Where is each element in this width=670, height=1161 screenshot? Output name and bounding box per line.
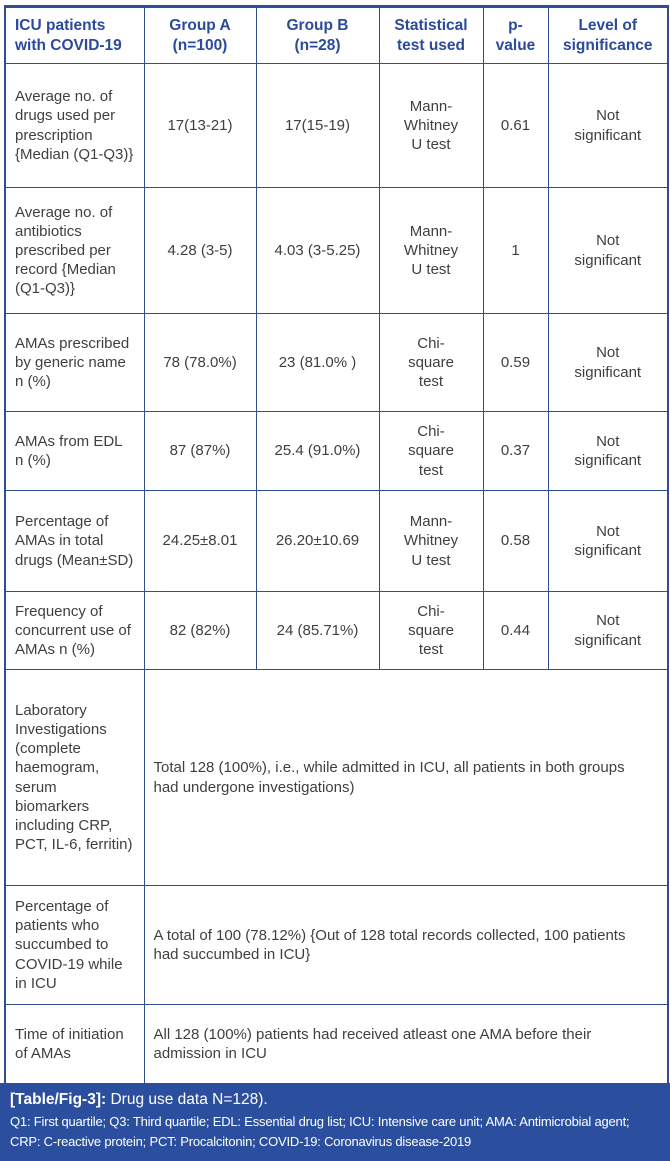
caption-text: Drug use data N=128).	[110, 1091, 268, 1108]
table-row: Frequency of concurrent use of AMAs n (%…	[4, 591, 669, 670]
group-b-value: 24 (85.71%)	[255, 591, 380, 670]
group-a-value: 24.25±8.01	[143, 490, 257, 592]
statistical-test-value: Mann-Whitney U test	[378, 490, 484, 592]
group-a-value: 17(13-21)	[143, 63, 257, 188]
p-value: 1	[482, 187, 549, 314]
table-row: AMAs prescribed by generic name n (%) 78…	[4, 313, 669, 412]
table-row: AMAs from EDL n (%) 87 (87%) 25.4 (91.0%…	[4, 411, 669, 491]
significance-value: Not significant	[547, 63, 669, 188]
row-label: Percentage of AMAs in total drugs (Mean±…	[4, 490, 145, 592]
p-value: 0.61	[482, 63, 549, 188]
group-a-value: 87 (87%)	[143, 411, 257, 491]
significance-text: Not significant	[574, 522, 642, 559]
p-value: 0.58	[482, 490, 549, 592]
merged-row-text: Total 128 (100%), i.e., while admitted i…	[143, 669, 669, 886]
significance-value: Not significant	[547, 313, 669, 412]
statistical-test-value: Chi-square test	[378, 411, 484, 491]
table-row-merged: Laboratory Investigations (complete haem…	[4, 669, 669, 886]
row-label: AMAs prescribed by generic name n (%)	[4, 313, 145, 412]
table-row-merged: Time of initiation of AMAs All 128 (100%…	[4, 1004, 669, 1085]
group-a-value: 4.28 (3-5)	[143, 187, 257, 314]
significance-text: Not significant	[574, 612, 642, 649]
significance-text: Not significant	[574, 432, 642, 469]
statistical-test-value: Mann-Whitney U test	[378, 187, 484, 314]
p-value: 0.44	[482, 591, 549, 670]
column-header-significance: Level of significance	[547, 6, 669, 64]
significance-value: Not significant	[547, 591, 669, 670]
row-label: Average no. of drugs used per prescripti…	[4, 63, 145, 188]
significance-text: Not significant	[574, 344, 642, 381]
group-a-value: 82 (82%)	[143, 591, 257, 670]
table-row: Average no. of drugs used per prescripti…	[4, 63, 669, 188]
row-label: Laboratory Investigations (complete haem…	[4, 669, 145, 886]
merged-row-text: All 128 (100%) patients had received atl…	[143, 1004, 669, 1085]
table-header: ICU patients with COVID-19 Group A (n=10…	[4, 6, 669, 64]
table-row: Percentage of AMAs in total drugs (Mean±…	[4, 490, 669, 592]
group-a-value: 78 (78.0%)	[143, 313, 257, 412]
row-label: Time of initiation of AMAs	[4, 1004, 145, 1085]
significance-value: Not significant	[547, 187, 669, 314]
header-row: ICU patients with COVID-19 Group A (n=10…	[4, 6, 669, 64]
caption-tag: [Table/Fig-3]:	[10, 1091, 107, 1108]
p-value: 0.59	[482, 313, 549, 412]
statistical-test-text: Mann-Whitney U test	[403, 222, 459, 279]
table-row-merged: Percentage of patients who succumbed to …	[4, 885, 669, 1005]
column-header-p-value: p-value	[482, 6, 549, 64]
group-b-value: 26.20±10.69	[255, 490, 380, 592]
column-header-icu-patients: ICU patients with COVID-19	[4, 6, 145, 64]
group-b-value: 17(15-19)	[255, 63, 380, 188]
statistical-test-text: Mann-Whitney U test	[403, 513, 459, 569]
merged-row-text: A total of 100 (78.12%) {Out of 128 tota…	[143, 885, 669, 1005]
significance-value: Not significant	[547, 490, 669, 592]
significance-value: Not significant	[547, 411, 669, 491]
group-b-value: 25.4 (91.0%)	[255, 411, 380, 491]
statistical-test-value: Chi-square test	[378, 313, 484, 412]
statistical-test-value: Chi-square test	[378, 591, 484, 670]
caption-footnote-bar: [Table/Fig-3]: Drug use data N=128). Q1:…	[0, 1083, 670, 1161]
drug-use-table: ICU patients with COVID-19 Group A (n=10…	[4, 5, 669, 1086]
column-header-group-b: Group B (n=28)	[255, 6, 380, 64]
statistical-test-text: Mann-Whitney U test	[403, 97, 459, 154]
table-body: Average no. of drugs used per prescripti…	[4, 63, 669, 1085]
row-label: Frequency of concurrent use of AMAs n (%…	[4, 591, 145, 670]
statistical-test-value: Mann-Whitney U test	[378, 63, 484, 188]
table-row: Average no. of antibiotics prescribed pe…	[4, 187, 669, 314]
column-header-group-a: Group A (n=100)	[143, 6, 257, 64]
row-label: Average no. of antibiotics prescribed pe…	[4, 187, 145, 314]
group-b-value: 23 (81.0% )	[255, 313, 380, 412]
column-header-statistical-test: Statistical test used	[378, 6, 484, 64]
significance-text: Not significant	[574, 107, 642, 144]
drug-use-table-figure: ICU patients with COVID-19 Group A (n=10…	[4, 5, 669, 1086]
significance-text: Not significant	[574, 232, 642, 269]
statistical-test-text: Chi-square test	[408, 602, 454, 659]
abbreviations-footnote: Q1: First quartile; Q3: Third quartile; …	[10, 1114, 630, 1149]
group-b-value: 4.03 (3-5.25)	[255, 187, 380, 314]
p-value: 0.37	[482, 411, 549, 491]
row-label: AMAs from EDL n (%)	[4, 411, 145, 491]
row-label: Percentage of patients who succumbed to …	[4, 885, 145, 1005]
table-caption: [Table/Fig-3]: Drug use data N=128).	[10, 1090, 660, 1110]
statistical-test-text: Chi-square test	[408, 423, 454, 479]
statistical-test-text: Chi-square test	[408, 334, 454, 391]
